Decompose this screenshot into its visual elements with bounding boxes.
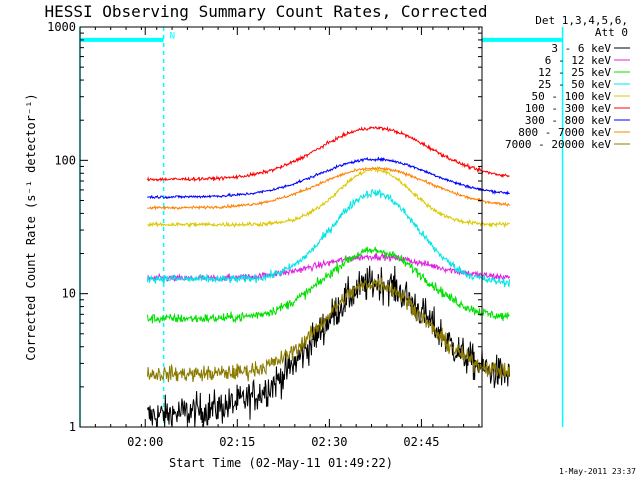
legend-label: 100 - 300 keV xyxy=(525,102,611,115)
y-tick-label: 100 xyxy=(54,153,76,167)
series-line xyxy=(147,252,511,282)
legend-label: 3 - 6 keV xyxy=(551,42,611,55)
legend-label: 300 - 800 keV xyxy=(525,114,611,127)
legend-label: 12 - 25 keV xyxy=(538,66,611,79)
series-line xyxy=(147,277,511,383)
flag-label: N xyxy=(170,31,175,41)
legend-header: Det 1,3,4,5,6, xyxy=(535,14,628,27)
timestamp: 1-May-2011 23:37 xyxy=(559,467,636,476)
series-layer xyxy=(147,125,511,428)
legend-label: 50 - 100 keV xyxy=(532,90,612,103)
x-tick-label: 02:00 xyxy=(127,435,163,449)
legend-label: 6 - 12 keV xyxy=(545,54,612,67)
x-tick-label: 02:30 xyxy=(311,435,347,449)
y-tick-label: 1 xyxy=(69,420,76,434)
legend-header: Att 0 xyxy=(595,26,628,39)
series-line xyxy=(147,246,510,324)
series-line xyxy=(147,125,510,183)
axis-layer: 02:00 02:15 02:30 02:45 1 10 100 1000 xyxy=(47,20,482,449)
y-tick-label: 10 xyxy=(62,287,76,301)
legend-label: 25 - 50 keV xyxy=(538,78,611,91)
y-axis-label: Corrected Count Rate (s⁻¹ detector⁻¹) xyxy=(24,93,38,360)
series-line xyxy=(147,265,511,428)
x-tick-label: 02:45 xyxy=(403,435,439,449)
series-line xyxy=(147,156,510,200)
series-line xyxy=(147,167,510,229)
legend-label: 7000 - 20000 keV xyxy=(505,138,611,151)
legend-label: 800 - 7000 keV xyxy=(518,126,611,139)
series-line xyxy=(147,166,511,211)
x-tick-label: 02:15 xyxy=(219,435,255,449)
x-axis-label: Start Time (02-May-11 01:49:22) xyxy=(169,456,393,470)
series-line xyxy=(147,188,511,288)
y-tick-label: 1000 xyxy=(47,20,76,34)
plot-frame xyxy=(79,26,483,428)
chart-title: HESSI Observing Summary Count Rates, Cor… xyxy=(44,2,487,21)
